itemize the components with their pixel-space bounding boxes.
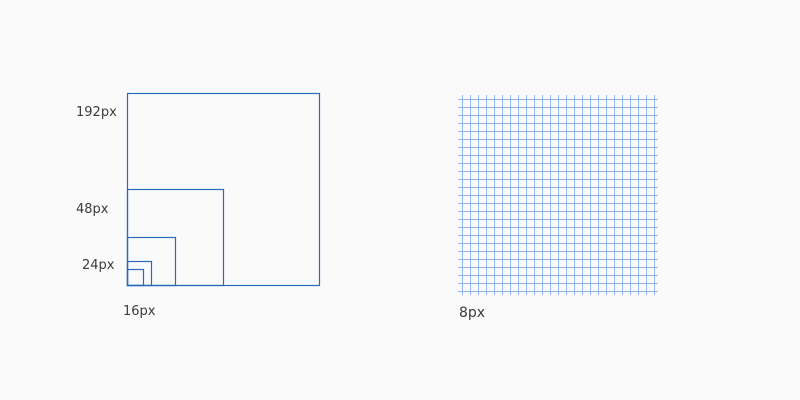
nested-squares-diagram: 192px 48px 24px 16px (76, 94, 320, 320)
square-label-16px: 16px (123, 304, 156, 319)
square-4 (128, 270, 144, 286)
grid-diagram: 8px (458, 95, 658, 321)
grid-label-8px: 8px (459, 305, 485, 321)
squares-group (128, 94, 320, 286)
square-label-24px: 24px (82, 258, 115, 273)
grid-lines (458, 95, 658, 295)
square-label-48px: 48px (76, 202, 109, 217)
square-label-192px: 192px (76, 105, 117, 120)
square-3 (128, 262, 152, 286)
